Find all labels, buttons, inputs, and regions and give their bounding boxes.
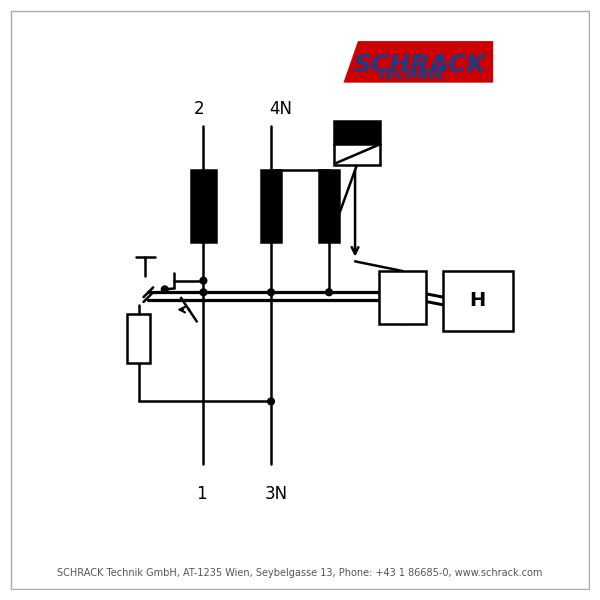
Circle shape: [326, 289, 332, 296]
Circle shape: [268, 289, 274, 296]
Bar: [262, 170, 281, 242]
Bar: [334, 143, 380, 165]
Bar: [127, 314, 150, 363]
Text: SCHRACK Technik GmbH, AT-1235 Wien, Seybelgasse 13, Phone: +43 1 86685-0, www.sc: SCHRACK Technik GmbH, AT-1235 Wien, Seyb…: [58, 568, 542, 578]
Text: SCHRACK: SCHRACK: [353, 53, 486, 77]
Text: H: H: [470, 292, 486, 310]
Polygon shape: [343, 41, 493, 83]
Text: 2: 2: [193, 100, 204, 118]
Text: TECHNIK: TECHNIK: [377, 68, 445, 82]
Text: 1: 1: [196, 485, 207, 503]
Circle shape: [200, 277, 207, 284]
Text: 4N: 4N: [269, 100, 292, 118]
Circle shape: [200, 289, 207, 296]
Circle shape: [268, 398, 274, 405]
Bar: [191, 170, 216, 242]
Bar: [443, 271, 512, 331]
Bar: [334, 121, 380, 143]
Bar: [379, 271, 425, 324]
Bar: [319, 170, 338, 242]
Text: 3N: 3N: [264, 485, 287, 503]
Circle shape: [161, 286, 168, 293]
